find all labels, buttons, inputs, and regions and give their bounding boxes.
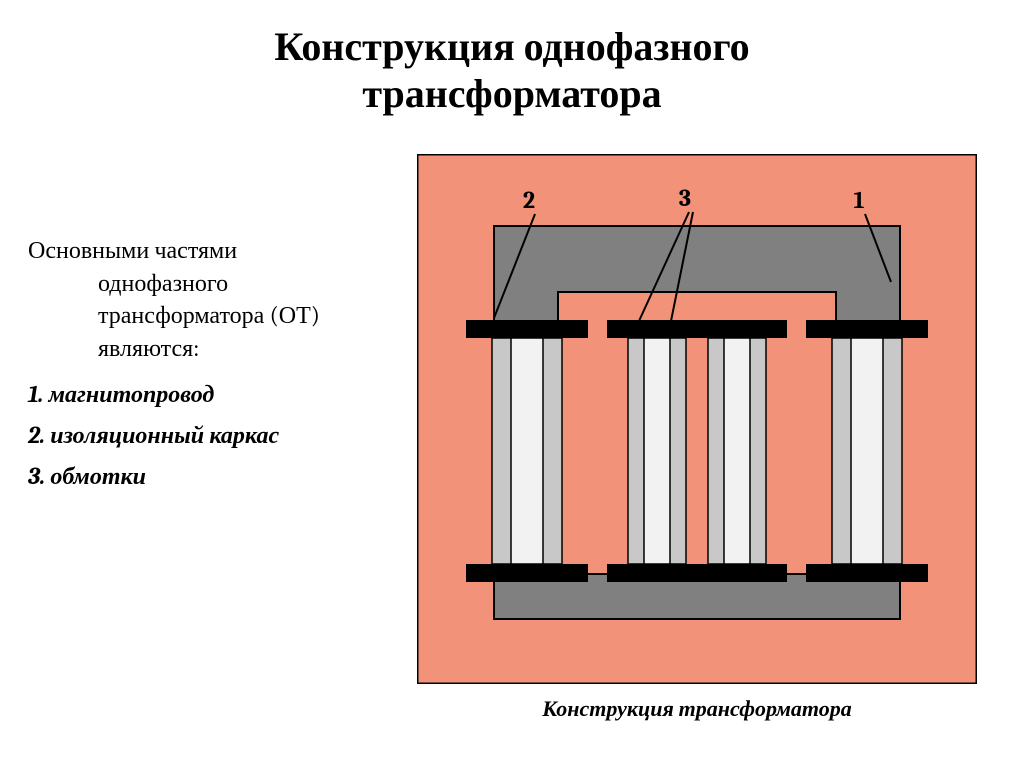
intro-l1: Основными частями [28,236,237,264]
svg-text:2: 2 [523,186,535,214]
content-row: Основными частями однофазного трансформа… [0,154,1024,722]
transformer-diagram: 2 3 1 [417,154,977,684]
svg-text:1: 1 [854,186,865,214]
svg-text:3: 3 [679,184,691,212]
title-line-2: трансформатора [362,71,661,117]
figure-column: 2 3 1 Конструкция трансформатора [398,154,996,722]
intro-l3: трансформатора (ОТ) [46,299,398,331]
list-item-2: 2. изоляционный каркас [28,421,398,450]
title-line-1: Конструкция однофазного [274,24,749,70]
list-item-1: 1. магнитопровод [28,380,398,409]
list-item-3: 3. обмотки [28,462,398,491]
intro-l4: являются: [46,332,398,364]
page-title: Конструкция однофазного трансформатора [0,0,1024,118]
figure-caption: Конструкция трансформатора [398,696,996,722]
intro-l2: однофазного [46,267,398,299]
text-column: Основными частями однофазного трансформа… [28,154,398,503]
intro-text: Основными частями однофазного трансформа… [28,234,398,364]
